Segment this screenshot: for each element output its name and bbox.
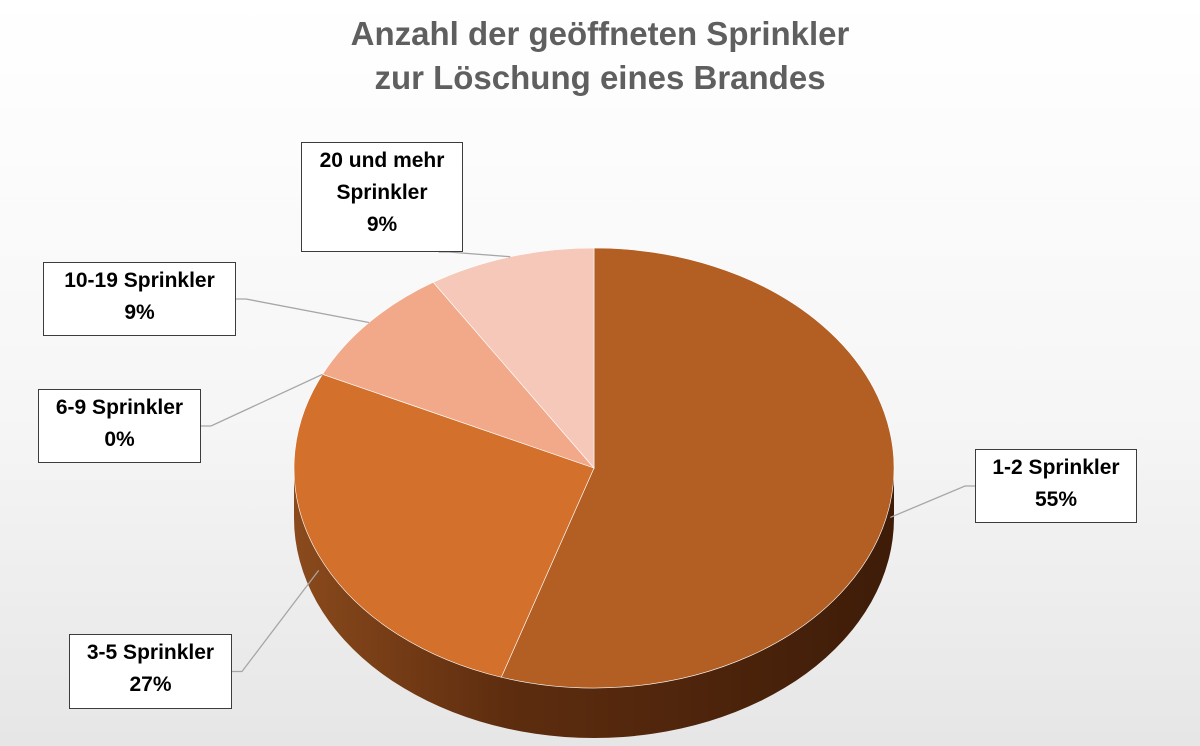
pie-slice-10-19-sprinkler (322, 281, 595, 469)
leader-line-20-und-mehr-sprinkler (438, 251, 511, 258)
leader-line-6-9-sprinkler (201, 373, 323, 427)
label-slice-1-2-sprinkler: 1-2 Sprinkler 55% (975, 449, 1137, 523)
label-name: 10-19 Sprinkler (64, 269, 215, 292)
chart-title: Anzahl der geöffneten Sprinkler zur Lösc… (0, 12, 1200, 100)
label-percent: 27% (129, 673, 172, 696)
pie-rim-wall (294, 468, 894, 738)
pie-rim (294, 468, 894, 738)
chart-title-line-1: Anzahl der geöffneten Sprinkler (350, 15, 850, 52)
label-percent: 55% (1034, 488, 1078, 511)
label-slice-6-9-sprinkler: 6-9 Sprinkler 0% (38, 389, 201, 463)
label-slice-3-5-sprinkler: 3-5 Sprinkler 27% (69, 634, 232, 709)
label-name: 1-2 Sprinkler (992, 456, 1120, 479)
label-slice-10-19-sprinkler: 10-19 Sprinkler 9% (43, 262, 236, 336)
pie-slice-3-5-sprinkler (293, 373, 595, 678)
leader-line-1-2-sprinkler (890, 485, 975, 519)
pie-slice-20-und-mehr-sprinkler (432, 247, 595, 469)
label-name-line-1: 20 und mehr (319, 149, 445, 172)
label-percent: 0% (104, 428, 135, 451)
chart-title-line-2: zur Löschung eines Brandes (374, 59, 826, 96)
label-percent: 9% (124, 301, 155, 324)
leader-lines (201, 251, 975, 673)
pie-slices (293, 247, 895, 689)
label-name: 3-5 Sprinkler (86, 641, 215, 664)
label-percent: 9% (366, 213, 398, 236)
label-name: 6-9 Sprinkler (55, 396, 184, 419)
pie-slice-1-2-sprinkler (500, 247, 895, 689)
label-slice-20-und-mehr-sprinkler: 20 und mehr Sprinkler 9% (301, 142, 463, 252)
leader-line-3-5-sprinkler (232, 569, 320, 673)
leader-line-10-19-sprinkler (236, 298, 370, 324)
label-name-line-2: Sprinkler (336, 181, 428, 204)
